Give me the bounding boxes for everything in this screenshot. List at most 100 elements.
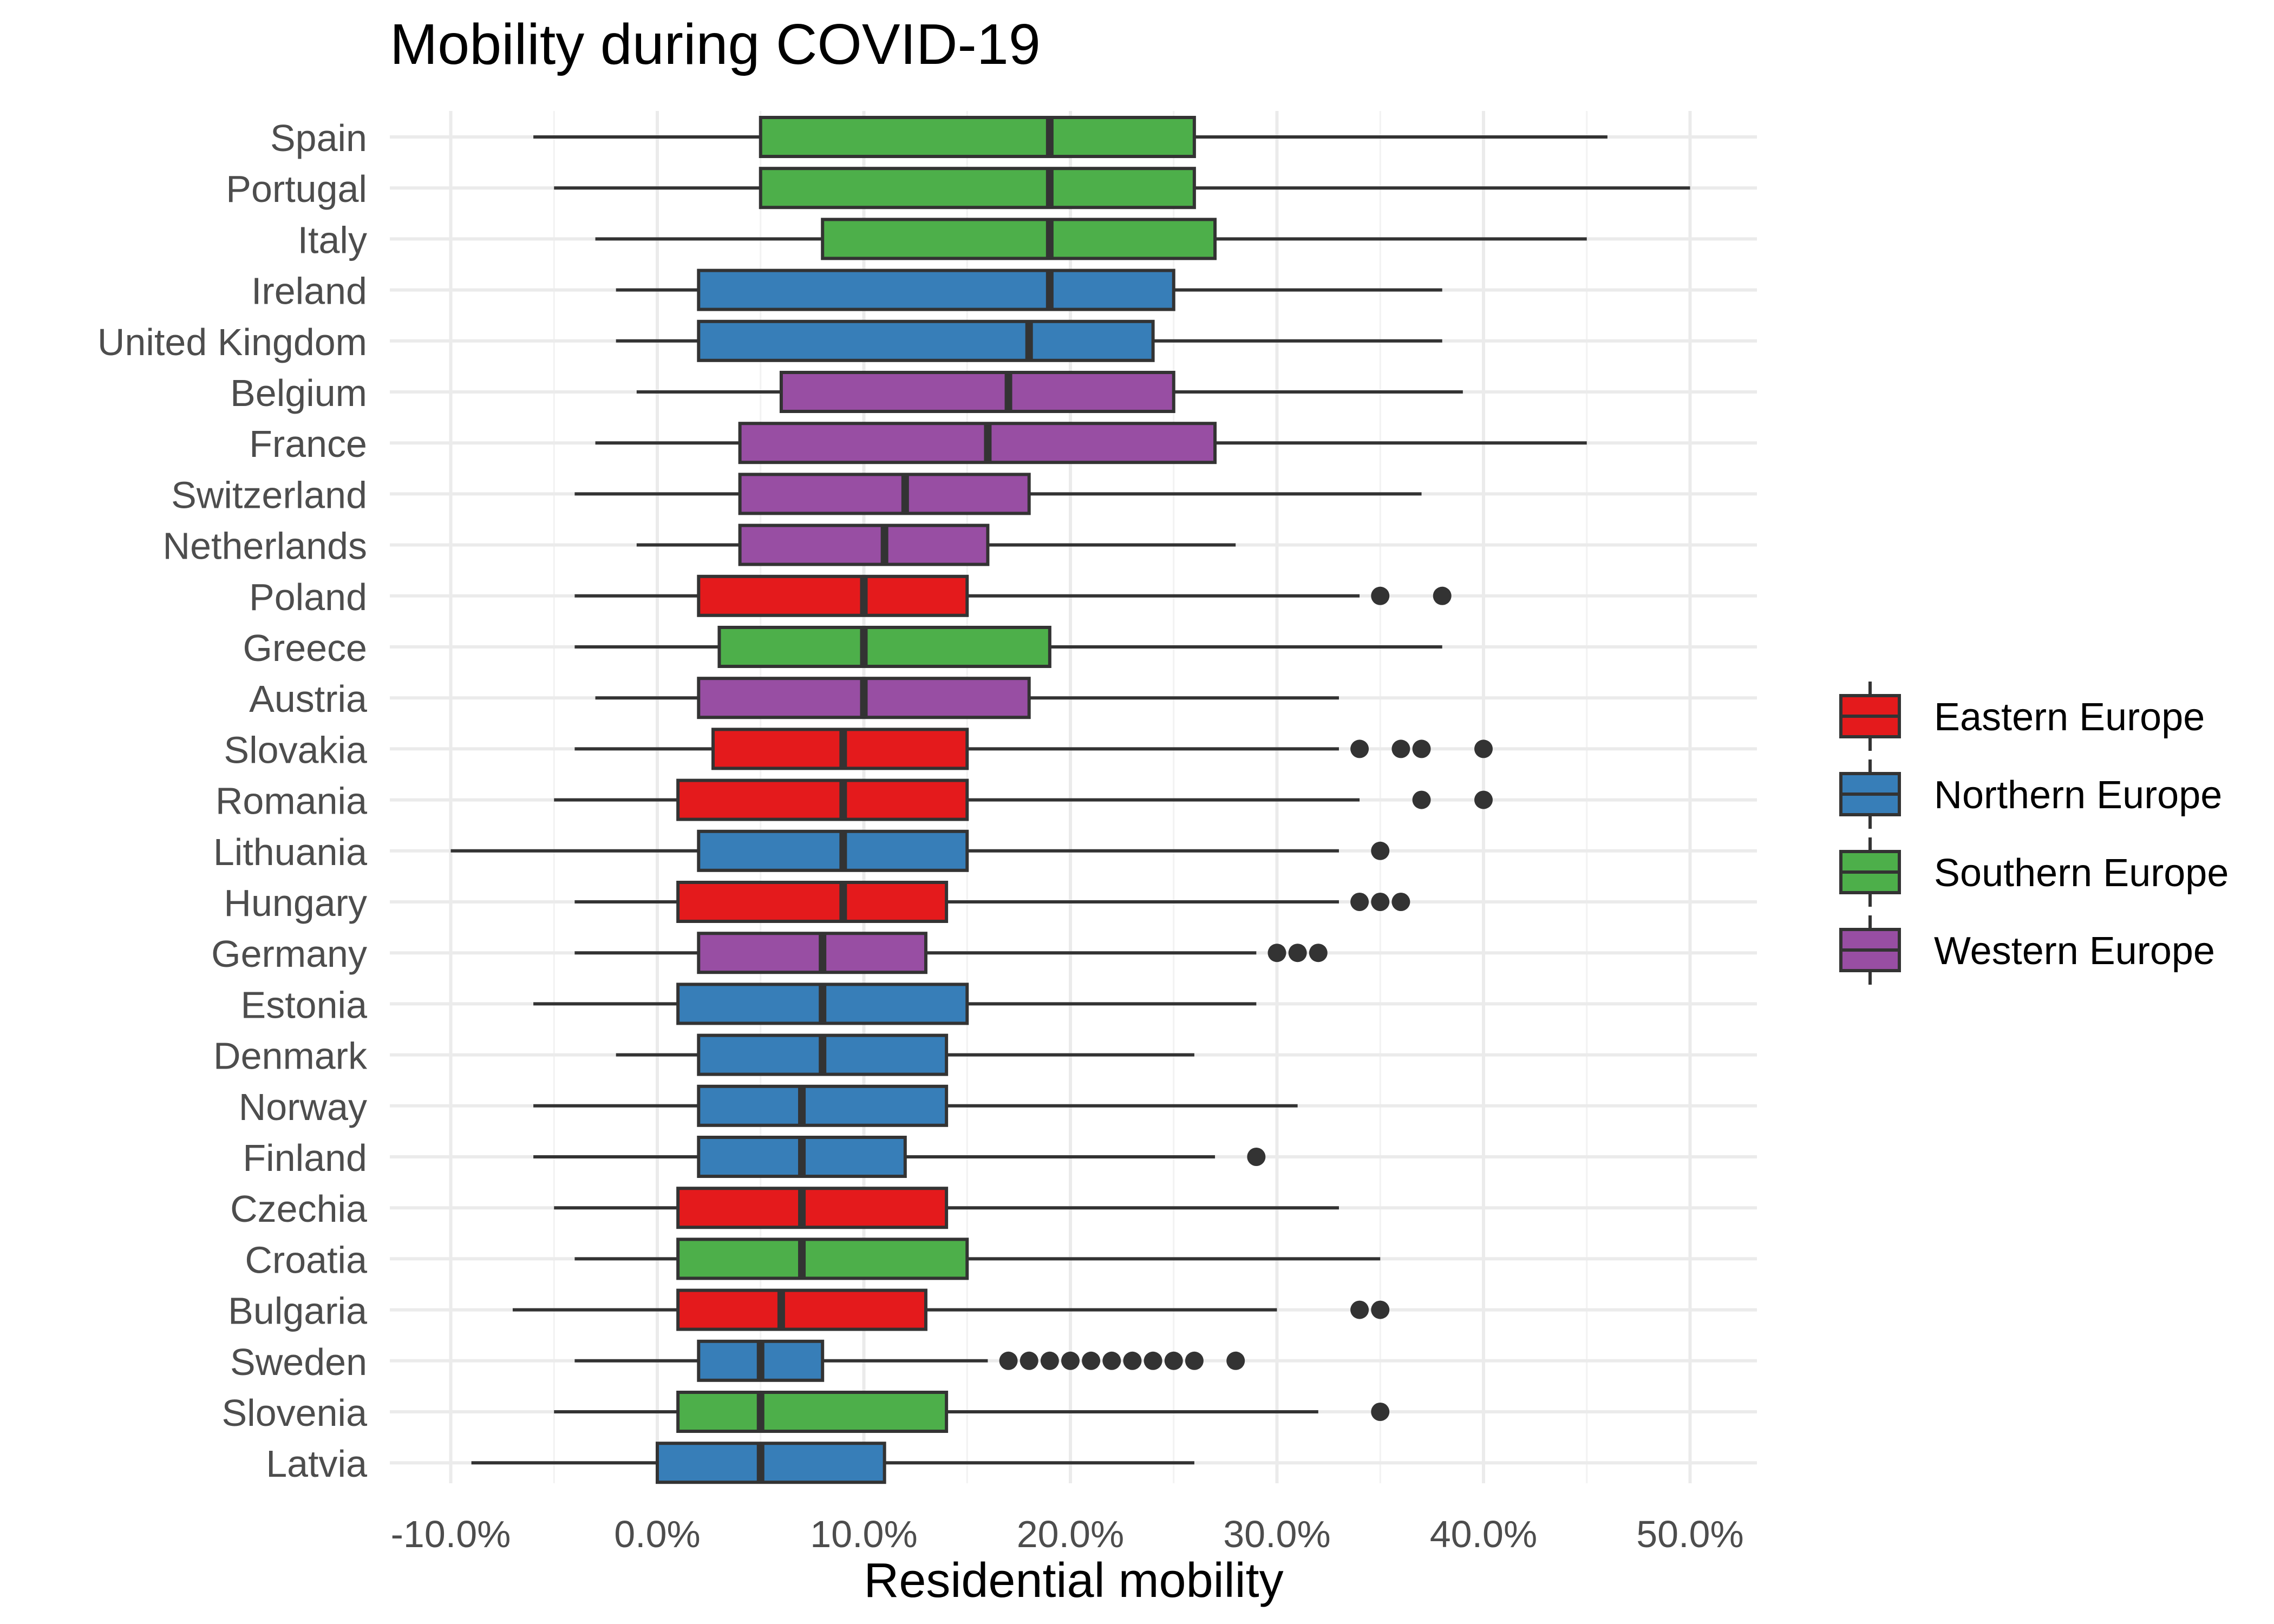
outlier-point (1040, 1351, 1059, 1370)
iqr-box (676, 1288, 927, 1331)
y-tick-label: Sweden (230, 1341, 367, 1383)
y-tick-label: Denmark (213, 1035, 368, 1077)
iqr-box (676, 1391, 949, 1433)
legend-item-southern-europe: Southern Europe (1839, 837, 2229, 907)
legend-item-northern-europe: Northern Europe (1839, 759, 2222, 829)
iqr-box (738, 473, 1031, 515)
x-tick-label: 10.0% (810, 1513, 917, 1555)
box-portugal (554, 167, 1690, 209)
y-tick-label: Germany (211, 933, 367, 975)
y-tick-label: Greece (243, 627, 367, 669)
outlier-point (1123, 1351, 1142, 1370)
box-france (595, 422, 1587, 464)
box-latvia (471, 1442, 1194, 1484)
outlier-point (1412, 790, 1431, 809)
y-tick-label: Latvia (266, 1443, 367, 1485)
y-tick-label: United Kingdom (97, 321, 367, 363)
y-tick-label: Ireland (251, 270, 367, 312)
outlier-point (1350, 893, 1369, 911)
grid-lines (390, 111, 1757, 1483)
y-tick-label: Austria (249, 678, 367, 720)
box-netherlands (636, 523, 1236, 566)
iqr-box (759, 167, 1196, 209)
iqr-box (676, 1237, 969, 1280)
iqr-box (697, 319, 1155, 362)
box-poland (574, 574, 1452, 617)
y-tick-label: Hungary (224, 882, 367, 924)
boxes (450, 116, 1690, 1484)
y-tick-label: Netherlands (163, 525, 367, 567)
box-greece (574, 626, 1442, 668)
box-italy (595, 218, 1587, 260)
outlier-point (1288, 944, 1307, 962)
x-axis-title: Residential mobility (864, 1554, 1283, 1608)
iqr-box (697, 829, 969, 872)
box-austria (595, 677, 1339, 719)
y-tick-label: Spain (270, 117, 367, 159)
box-estonia (533, 983, 1257, 1025)
y-tick-label: Lithuania (213, 831, 367, 873)
x-tick-label: 0.0% (614, 1513, 701, 1555)
y-tick-label: Estonia (241, 984, 368, 1026)
iqr-box (717, 626, 1051, 668)
outlier-point (1412, 739, 1431, 758)
box-lithuania (450, 829, 1390, 872)
outlier-point (1185, 1351, 1204, 1370)
outlier-point (1164, 1351, 1183, 1370)
outlier-point (1371, 1403, 1390, 1421)
y-tick-label: Czechia (230, 1188, 367, 1230)
outlier-point (1143, 1351, 1162, 1370)
box-belgium (636, 371, 1463, 413)
chart-title: Mobility during COVID-19 (390, 12, 1041, 76)
y-tick-label: Slovenia (221, 1392, 367, 1434)
iqr-box (821, 218, 1217, 260)
outlier-point (1102, 1351, 1121, 1370)
box-czechia (554, 1187, 1339, 1229)
iqr-box (676, 1187, 949, 1229)
iqr-box (697, 574, 969, 617)
legend-label: Western Europe (1934, 929, 2215, 973)
outlier-point (1371, 586, 1390, 605)
outlier-point (1020, 1351, 1038, 1370)
outlier-point (1309, 944, 1328, 962)
outlier-point (1350, 1300, 1369, 1319)
legend-label: Northern Europe (1934, 774, 2222, 817)
y-tick-label: Portugal (226, 168, 367, 210)
outlier-point (1371, 841, 1390, 860)
box-romania (554, 778, 1493, 821)
iqr-box (697, 932, 927, 974)
outlier-point (1391, 893, 1410, 911)
iqr-box (697, 269, 1175, 311)
box-sweden (574, 1339, 1245, 1382)
box-switzerland (574, 473, 1422, 515)
outlier-point (1350, 739, 1369, 758)
iqr-box (676, 881, 949, 923)
box-united-kingdom (616, 319, 1442, 362)
outlier-point (1247, 1148, 1266, 1166)
box-norway (533, 1084, 1298, 1127)
iqr-box (759, 116, 1196, 158)
outlier-point (1371, 893, 1390, 911)
legend-label: Eastern Europe (1934, 696, 2205, 739)
legend-label: Southern Europe (1934, 852, 2229, 895)
outlier-point (1371, 1300, 1390, 1319)
box-croatia (574, 1237, 1381, 1280)
y-tick-label: Slovakia (224, 729, 367, 771)
x-tick-label: -10.0% (391, 1513, 511, 1555)
iqr-box (676, 778, 969, 821)
iqr-box (738, 422, 1217, 464)
box-spain (533, 116, 1608, 158)
outlier-point (1267, 944, 1286, 962)
outlier-point (1474, 790, 1493, 809)
outlier-point (1082, 1351, 1101, 1370)
y-tick-label: France (249, 423, 367, 465)
iqr-box (779, 371, 1175, 413)
outlier-point (1474, 739, 1493, 758)
outlier-point (1433, 586, 1452, 605)
y-tick-label: Poland (249, 576, 367, 618)
box-slovenia (554, 1391, 1390, 1433)
legend-item-eastern-europe: Eastern Europe (1839, 682, 2205, 751)
legend-item-western-europe: Western Europe (1839, 915, 2215, 985)
y-tick-label: Croatia (245, 1239, 367, 1281)
y-axis-tick-labels: Spain Portugal Italy Ireland United Kingdom B… (97, 117, 368, 1485)
